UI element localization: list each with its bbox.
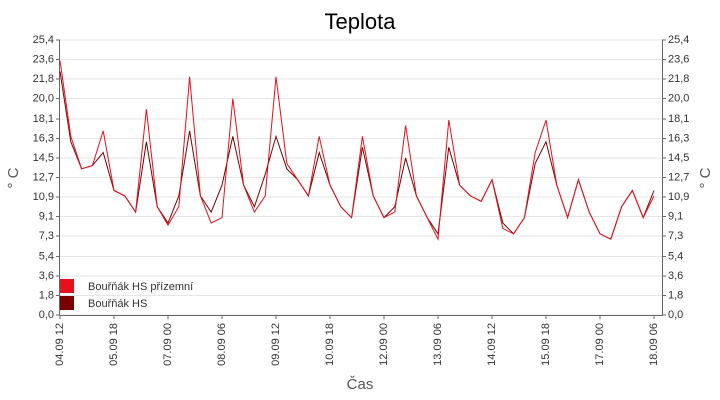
y2-tick-label: 7,3 xyxy=(668,230,683,242)
legend-swatch xyxy=(60,296,74,310)
y-tick-label: 25,4 xyxy=(33,34,54,46)
y-tick-label: 7,3 xyxy=(39,230,54,242)
y-tick-label: 16,3 xyxy=(33,132,54,144)
y-tick-label: 18,1 xyxy=(33,113,54,125)
y2-tick-label: 14,5 xyxy=(668,152,689,164)
y2-tick-label: 0,0 xyxy=(668,309,683,321)
x-tick-label: 05.09 18 xyxy=(108,323,120,366)
y2-tick-label: 10,9 xyxy=(668,191,689,203)
x-tick-label: 08.09 06 xyxy=(216,323,228,366)
y-tick-label: 9,1 xyxy=(39,210,54,222)
y2-tick-label: 21,8 xyxy=(668,73,689,85)
x-tick-label: 14.09 12 xyxy=(486,323,498,366)
y2-tick-label: 1,8 xyxy=(668,289,683,301)
legend-label: Bouřňák HS přízemní xyxy=(88,281,193,293)
line-series xyxy=(59,71,655,240)
y-tick-label: 23,6 xyxy=(33,53,54,65)
y-tick-label: 10,9 xyxy=(33,191,54,203)
y-tick-label: 5,4 xyxy=(39,250,54,262)
x-tick-label: 09.09 12 xyxy=(270,323,282,366)
x-tick-label: 07.09 00 xyxy=(162,323,174,366)
y2-tick-label: 16,3 xyxy=(668,132,689,144)
y-axis-label: ° C xyxy=(5,167,22,188)
legend-label: Bouřňák HS xyxy=(88,298,147,310)
y-tick-label: 14,5 xyxy=(33,152,54,164)
y-tick-label: 21,8 xyxy=(33,73,54,85)
y2-tick-label: 5,4 xyxy=(668,250,683,262)
y-tick-label: 1,8 xyxy=(39,289,54,301)
x-tick-label: 17.09 00 xyxy=(594,323,606,366)
x-tick-label: 15.09 18 xyxy=(540,323,552,366)
y-tick-label: 3,6 xyxy=(39,270,54,282)
y2-tick-label: 23,6 xyxy=(668,53,689,65)
y2-tick-label: 20,0 xyxy=(668,92,689,104)
line-series xyxy=(59,60,655,241)
y2-axis-label: ° C xyxy=(697,167,714,188)
x-tick-label: 18.09 06 xyxy=(648,323,660,366)
y-tick-label: 12,7 xyxy=(33,171,54,183)
x-axis-label: Čas xyxy=(347,376,374,393)
y2-tick-label: 25,4 xyxy=(668,34,689,46)
legend-swatch xyxy=(60,279,74,293)
x-tick-label: 10.09 18 xyxy=(324,323,336,366)
x-tick-label: 13.09 06 xyxy=(432,323,444,366)
y-tick-label: 20,0 xyxy=(33,92,54,104)
y2-tick-label: 18,1 xyxy=(668,113,689,125)
y2-tick-label: 12,7 xyxy=(668,171,689,183)
x-tick-label: 04.09 12 xyxy=(54,323,66,366)
y-tick-label: 0,0 xyxy=(39,309,54,321)
y2-tick-label: 3,6 xyxy=(668,270,683,282)
chart-title: Teplota xyxy=(325,9,397,34)
x-tick-label: 12.09 00 xyxy=(378,323,390,366)
y2-tick-label: 9,1 xyxy=(668,210,683,222)
